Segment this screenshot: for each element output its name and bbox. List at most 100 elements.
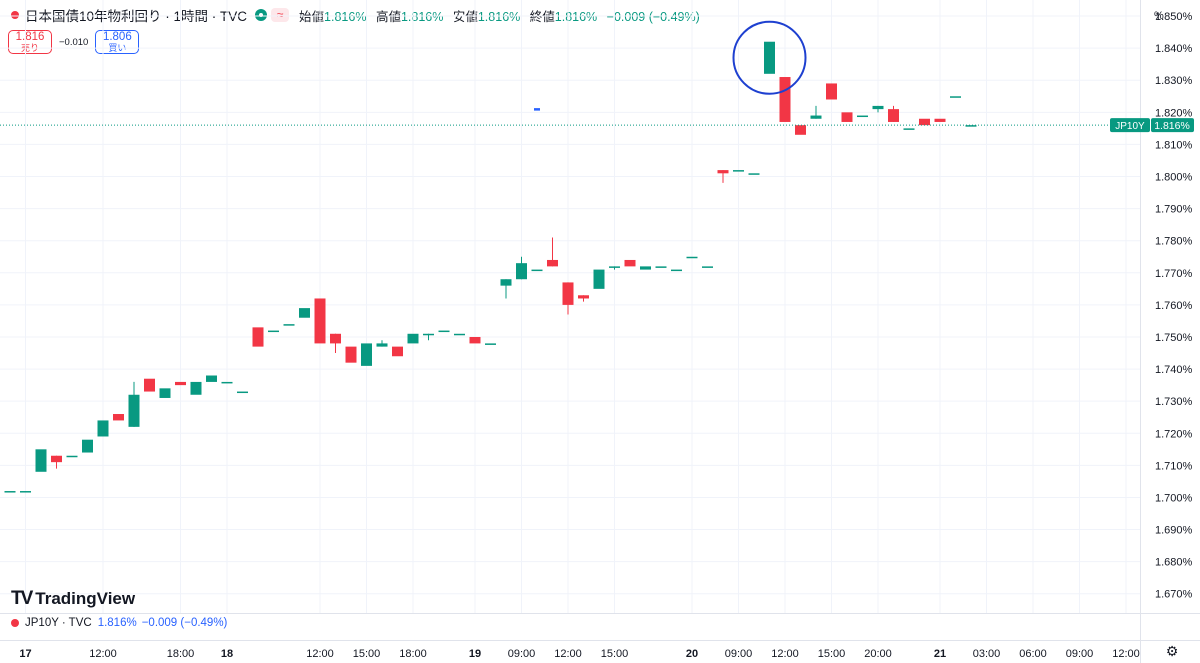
buy-price: 1.806: [102, 31, 132, 43]
overlay: JP10Y 1.816%: [0, 20, 1194, 133]
candle-body: [888, 109, 899, 122]
candle-body: [144, 378, 155, 392]
candle: [686, 256, 698, 259]
candle: [407, 333, 419, 344]
candle-body: [314, 298, 326, 344]
x-tick-label: 12:00: [89, 648, 117, 660]
candle: [392, 346, 403, 357]
candle-body: [733, 170, 744, 172]
candle: [113, 414, 124, 421]
candle-body: [686, 256, 698, 259]
candle: [345, 346, 357, 363]
high-value: 1.816%: [400, 9, 444, 24]
candle-body: [516, 263, 527, 280]
x-tick-label: 15:00: [353, 648, 381, 660]
x-tick-label: 09:00: [725, 648, 753, 660]
open-label: 始値: [299, 9, 325, 24]
symbol-title[interactable]: 日本国債10年物利回り · 1時間 · TVC: [25, 9, 248, 24]
y-tick-label: 1.760%: [1155, 300, 1193, 312]
candle: [35, 449, 47, 472]
wave-icon[interactable]: ≈: [271, 8, 290, 22]
candle: [965, 125, 977, 127]
candle-body: [128, 394, 140, 427]
candle: [779, 77, 791, 122]
candle: [20, 491, 31, 493]
trade-panel: 1.816 売り −0.010 1.806 買い: [8, 30, 140, 54]
candle: [593, 269, 605, 289]
price-tag: JP10Y 1.816%: [1110, 118, 1194, 133]
candle: [485, 343, 496, 345]
candle-body: [578, 295, 589, 299]
candle: [82, 439, 93, 453]
candle: [330, 333, 341, 354]
market-status-dot-icon: [11, 11, 19, 19]
candle: [4, 491, 16, 493]
candle-body: [345, 346, 357, 363]
price-scale-unit[interactable]: %: [1154, 10, 1164, 22]
change-value: −0.009 (−0.49%): [606, 9, 700, 24]
candle-body: [113, 414, 124, 421]
candle-body: [299, 308, 310, 318]
candle-body: [66, 455, 78, 458]
y-tick-label: 1.830%: [1155, 75, 1193, 87]
y-tick-label: 1.700%: [1155, 492, 1193, 504]
settings-gear-icon[interactable]: ⚙: [1165, 643, 1179, 659]
candle-body: [965, 125, 977, 127]
x-tick-label: 18: [221, 648, 233, 660]
open-value: 1.816%: [324, 9, 367, 24]
visibility-eye-icon[interactable]: [255, 9, 268, 21]
candle-body: [376, 343, 388, 347]
candle: [314, 298, 326, 344]
candle-body: [531, 269, 543, 272]
candle-body: [159, 388, 171, 398]
y-tick-label: 1.670%: [1155, 589, 1193, 601]
candle-body: [795, 125, 806, 135]
price-tag-value-bg: [1151, 118, 1194, 133]
candle-body: [500, 279, 512, 286]
x-tick-label: 12:00: [306, 648, 334, 660]
candle-body: [857, 115, 868, 118]
candle: [919, 118, 930, 126]
candle: [826, 83, 837, 100]
candle: [361, 343, 372, 366]
candle: [872, 105, 884, 113]
candle-body: [283, 324, 295, 326]
candle-body: [392, 346, 403, 357]
candle-body: [671, 269, 682, 272]
candle: [578, 295, 589, 302]
candle-body: [810, 115, 822, 119]
candle: [562, 282, 574, 315]
sell-button[interactable]: 1.816 売り: [8, 30, 52, 54]
candle: [469, 336, 481, 344]
series-legend[interactable]: JP10Y · TVC 1.816% −0.009 (−0.49%): [0, 617, 227, 629]
price-axis: 1.670% 1.680% 1.690% 1.700% 1.710% 1.720% 1.73…: [1155, 11, 1193, 601]
x-tick-label: 15:00: [601, 648, 629, 660]
candle: [283, 324, 295, 326]
x-tick-label: 09:00: [508, 648, 536, 660]
candle: [423, 333, 434, 341]
y-tick-label: 1.680%: [1155, 557, 1193, 569]
y-tick-label: 1.720%: [1155, 428, 1193, 440]
candle-body: [903, 128, 915, 130]
x-tick-label: 03:00: [973, 648, 1001, 660]
candle-body: [423, 333, 434, 336]
y-tick-label: 1.780%: [1155, 236, 1193, 248]
y-tick-label: 1.740%: [1155, 364, 1193, 376]
buy-button[interactable]: 1.806 買い: [95, 30, 140, 54]
candle-body: [97, 420, 109, 437]
candle-body: [407, 333, 419, 344]
candle: [841, 112, 853, 122]
candle: [857, 115, 868, 118]
candle: [702, 266, 713, 268]
x-tick-label: 20: [686, 648, 698, 660]
candle-body: [547, 259, 558, 267]
candle: [144, 378, 155, 392]
y-tick-label: 1.810%: [1155, 139, 1193, 151]
legend-dot-icon: [11, 619, 19, 627]
candle: [671, 269, 682, 272]
candle-body: [717, 170, 729, 174]
candle: [624, 259, 636, 267]
candle-body: [826, 83, 837, 100]
